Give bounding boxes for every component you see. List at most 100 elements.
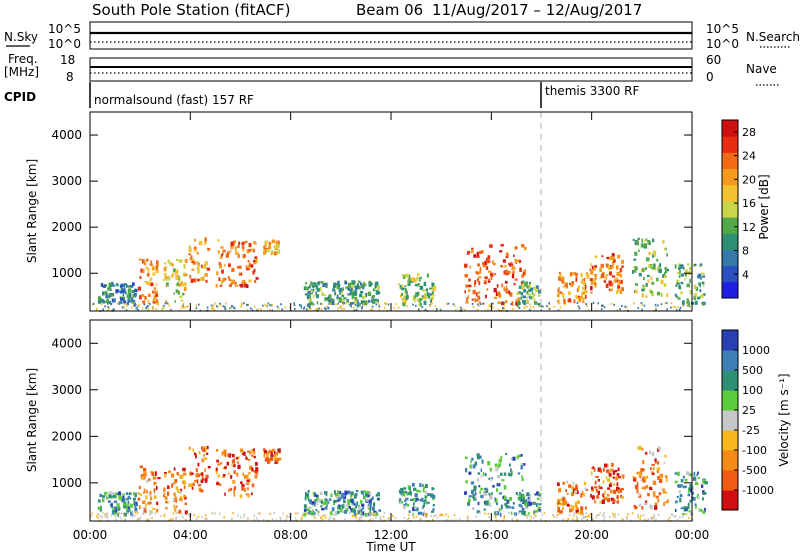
- cluster-12-cell: [645, 295, 648, 298]
- cluster-2-cell: [182, 292, 185, 296]
- ground-scatter-cell: [528, 309, 531, 312]
- cluster-4-cell: [239, 494, 243, 499]
- nave-tick-top: 60: [706, 53, 721, 67]
- ground-scatter-cell: [361, 515, 364, 518]
- cluster-6-cell: [355, 505, 358, 509]
- cluster-13-cell: [702, 510, 706, 514]
- cluster-7-cell: [426, 292, 429, 297]
- ground-scatter-cell: [407, 517, 410, 520]
- cluster-12-cell: [651, 471, 654, 474]
- cluster-0-cell: [127, 296, 130, 301]
- cluster-11-cell: [594, 285, 597, 288]
- ground-scatter-cell: [309, 302, 312, 305]
- cluster-2-cell: [173, 492, 176, 496]
- cluster-7-cell: [400, 487, 403, 491]
- cluster-8-cell: [478, 455, 482, 459]
- cluster-6-cell: [315, 509, 318, 512]
- cluster-2-cell: [184, 258, 188, 263]
- ground-scatter-cell: [355, 516, 358, 519]
- cluster-7-cell: [413, 487, 417, 491]
- cluster-9-cell: [527, 497, 531, 500]
- cluster-12-cell: [654, 502, 658, 506]
- cluster-6-cell: [374, 283, 377, 288]
- cluster-1-cell: [143, 472, 147, 477]
- ground-scatter-cell: [541, 514, 543, 517]
- nsearch-label: N.Search: [746, 30, 800, 44]
- cluster-11-cell: [616, 473, 620, 476]
- cluster-11-cell: [617, 489, 620, 494]
- ground-scatter-cell: [383, 306, 386, 309]
- ground-scatter-cell: [613, 303, 615, 306]
- ground-scatter-cell: [151, 516, 153, 519]
- x-tick-label: 16:00: [474, 528, 509, 542]
- cluster-6-cell: [304, 496, 307, 501]
- cluster-10-cell: [570, 492, 575, 497]
- cluster-12-cell: [643, 476, 645, 479]
- colorbar-swatch: [722, 265, 738, 283]
- cluster-12-cell: [649, 289, 652, 293]
- ground-scatter-cell: [232, 512, 234, 515]
- cluster-1-cell: [152, 476, 156, 480]
- cluster-13-cell: [686, 300, 690, 306]
- cluster-11-cell: [594, 255, 598, 259]
- cluster-8-cell: [476, 255, 480, 258]
- cluster-1-cell: [153, 287, 157, 290]
- cluster-3-cell: [200, 472, 204, 476]
- cluster-8-cell: [484, 493, 488, 496]
- cluster-6-cell: [322, 280, 325, 285]
- cluster-8-cell: [495, 467, 499, 472]
- cluster-10-cell: [558, 500, 560, 505]
- cluster-8-cell: [508, 472, 510, 476]
- cluster-3-cell: [199, 240, 203, 245]
- freq-label-line2: [MHz]: [4, 65, 39, 79]
- cluster-13-cell: [688, 473, 693, 477]
- ground-scatter-cell: [107, 306, 109, 309]
- cluster-6-cell: [307, 512, 311, 515]
- ground-scatter-cell: [439, 309, 442, 312]
- ground-scatter-cell: [152, 308, 154, 310]
- ground-scatter-cell: [492, 302, 494, 305]
- ground-scatter-cell: [329, 516, 332, 519]
- cluster-9-cell: [535, 285, 539, 290]
- ground-scatter-cell: [309, 307, 312, 310]
- ground-scatter-cell: [182, 516, 184, 519]
- cluster-8-cell: [518, 510, 522, 513]
- ground-scatter-cell: [526, 305, 529, 308]
- cluster-8-cell: [476, 271, 479, 275]
- cluster-1-cell: [141, 268, 145, 274]
- cluster-7-cell: [422, 488, 425, 493]
- ground-scatter-cell: [586, 519, 588, 521]
- cluster-8-cell: [488, 492, 491, 496]
- cluster-6-cell: [369, 506, 372, 510]
- cluster-1-cell: [155, 265, 159, 270]
- cluster-4-cell: [216, 482, 220, 486]
- ground-scatter-cell: [417, 308, 420, 311]
- ground-scatter-cell: [532, 306, 535, 309]
- cluster-8-cell: [510, 470, 513, 475]
- cluster-12-cell: [636, 489, 639, 494]
- ground-scatter-cell: [533, 513, 535, 516]
- cluster-2-cell: [162, 494, 165, 498]
- cluster-8-cell: [513, 512, 518, 516]
- ground-scatter-cell: [682, 515, 684, 518]
- cluster-6-cell: [336, 295, 339, 299]
- ground-scatter-cell: [147, 308, 150, 310]
- cluster-8-cell: [513, 254, 515, 257]
- ground-scatter-cell: [294, 308, 296, 311]
- ground-scatter-cell: [577, 305, 580, 308]
- ground-scatter-cell: [640, 515, 642, 517]
- ground-scatter-cell: [637, 307, 640, 309]
- cluster-6-cell: [377, 497, 379, 501]
- ground-scatter-cell: [361, 306, 363, 309]
- cluster-8-cell: [514, 246, 516, 251]
- cluster-6-cell: [329, 498, 332, 501]
- cluster-6-cell: [338, 494, 342, 498]
- cluster-0-cell: [105, 292, 108, 296]
- cluster-5-cell: [274, 461, 278, 464]
- cluster-8-cell: [479, 266, 482, 271]
- cluster-12-cell: [639, 445, 642, 451]
- colorbar-tick-label: -25: [742, 424, 760, 437]
- cluster-3-cell: [206, 267, 210, 271]
- cluster-13-cell: [686, 298, 689, 303]
- cluster-8-cell: [507, 505, 511, 509]
